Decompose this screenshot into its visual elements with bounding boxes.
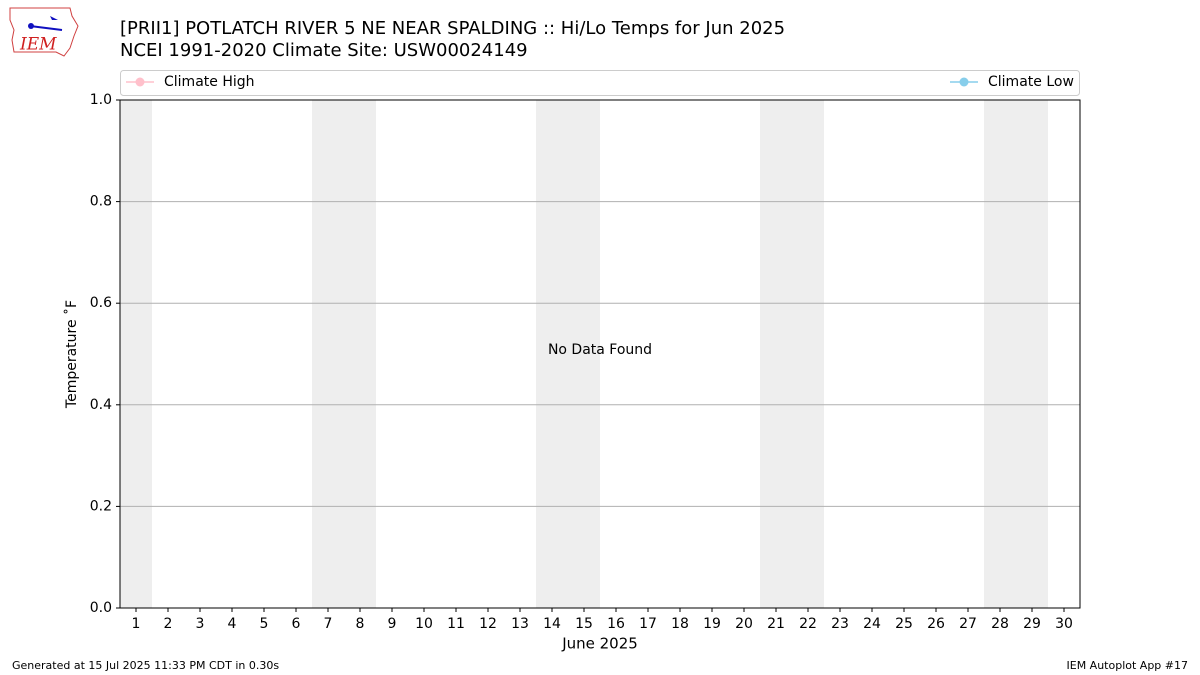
x-tick-label: 1 (132, 616, 141, 632)
x-tick-label: 3 (196, 616, 205, 632)
legend-label: Climate Low (988, 74, 1074, 90)
footer-right: IEM Autoplot App #17 (1067, 659, 1189, 672)
y-tick-label: 0.4 (90, 397, 112, 413)
x-tick-label: 28 (991, 616, 1009, 632)
x-tick-label: 17 (639, 616, 657, 632)
x-tick-label: 21 (767, 616, 785, 632)
x-tick-label: 25 (895, 616, 913, 632)
logo-text: IEM (19, 35, 57, 55)
x-tick-label: 10 (415, 616, 433, 632)
logo: IEM (9, 7, 79, 57)
x-tick-label: 22 (799, 616, 817, 632)
x-axis-label: June 2025 (561, 635, 638, 653)
y-tick-label: 0.2 (90, 498, 112, 514)
x-tick-label: 13 (511, 616, 529, 632)
plot-frame (119, 99, 1081, 609)
y-axis-label: Temperature ˚F (63, 300, 80, 409)
x-tick-label: 24 (863, 616, 881, 632)
legend-box (120, 70, 1080, 96)
legend-marker (135, 77, 145, 87)
legend-label: Climate High (164, 74, 255, 90)
x-tick-label: 20 (735, 616, 753, 632)
weekend-shade (120, 100, 152, 608)
x-tick-label: 7 (324, 616, 333, 632)
x-tick-label: 27 (959, 616, 977, 632)
weekend-shade (312, 100, 376, 608)
chart-title: [PRII1] POTLATCH RIVER 5 NE NEAR SPALDIN… (120, 18, 785, 39)
x-tick-label: 14 (543, 616, 561, 632)
x-tick-label: 30 (1055, 616, 1073, 632)
x-tick-label: 16 (607, 616, 625, 632)
y-tick-label: 0.8 (90, 194, 112, 210)
chart-subtitle: NCEI 1991-2020 Climate Site: USW00024149 (120, 40, 528, 61)
y-tick-label: 0.0 (90, 600, 112, 616)
x-tick-label: 9 (388, 616, 397, 632)
x-tick-label: 8 (356, 616, 365, 632)
x-tick-label: 15 (575, 616, 593, 632)
x-tick-label: 12 (479, 616, 497, 632)
legend-marker (959, 77, 969, 87)
x-tick-label: 6 (292, 616, 301, 632)
y-tick-label: 1.0 (90, 92, 112, 108)
x-tick-label: 5 (260, 616, 269, 632)
weekend-shade (984, 100, 1048, 608)
footer-left: Generated at 15 Jul 2025 11:33 PM CDT in… (12, 659, 279, 672)
annotation: No Data Found (548, 342, 652, 358)
x-tick-label: 19 (703, 616, 721, 632)
x-tick-label: 23 (831, 616, 849, 632)
x-tick-label: 26 (927, 616, 945, 632)
weekend-shade (760, 100, 824, 608)
y-tick-label: 0.6 (90, 295, 112, 311)
x-tick-label: 11 (447, 616, 465, 632)
x-tick-label: 29 (1023, 616, 1041, 632)
x-tick-label: 18 (671, 616, 689, 632)
x-tick-label: 2 (164, 616, 173, 632)
x-tick-label: 4 (228, 616, 237, 632)
weekend-shade (536, 100, 600, 608)
